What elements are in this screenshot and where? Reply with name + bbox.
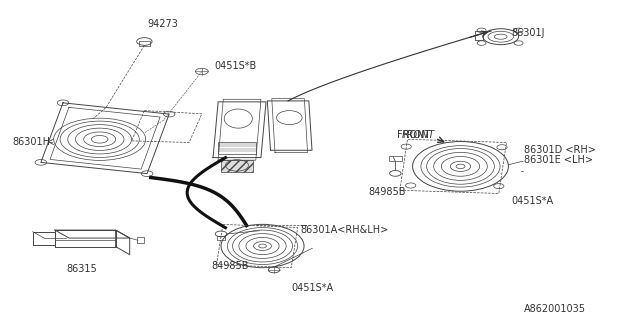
Text: 86301E <LH>: 86301E <LH>	[524, 155, 593, 165]
Text: 86301H: 86301H	[12, 138, 50, 148]
Text: FRONT: FRONT	[397, 130, 430, 140]
Text: 84985B: 84985B	[368, 187, 405, 197]
Text: FRONT: FRONT	[402, 131, 435, 140]
Text: 0451S*B: 0451S*B	[214, 61, 257, 71]
Text: 86301D <RH>: 86301D <RH>	[524, 146, 596, 156]
Text: 84985B: 84985B	[211, 261, 249, 271]
Bar	[216, 236, 225, 240]
Text: 86301A<RH&LH>: 86301A<RH&LH>	[301, 225, 389, 235]
Bar	[139, 42, 150, 46]
Text: 94273: 94273	[148, 20, 179, 29]
Bar	[137, 237, 145, 243]
Bar	[475, 31, 483, 40]
Text: A862001035: A862001035	[524, 304, 586, 314]
Text: 0451S*A: 0451S*A	[291, 283, 333, 293]
Text: 86301J: 86301J	[511, 28, 545, 38]
Bar	[221, 160, 253, 172]
Bar	[389, 156, 402, 161]
Bar	[218, 141, 256, 154]
Text: 86315: 86315	[67, 264, 97, 274]
Text: 0451S*A: 0451S*A	[511, 196, 554, 206]
